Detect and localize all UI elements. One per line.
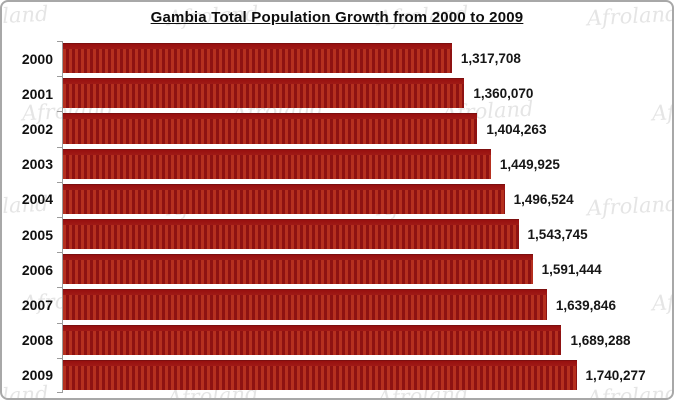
chart-row: 2003 1,449,925 — [2, 146, 670, 182]
population-bar — [63, 148, 491, 179]
bar-chart: 2000 1,317,708 2001 1,360,070 2002 1,404,263 2… — [2, 41, 670, 394]
chart-row: 2004 1,496,524 — [2, 181, 670, 218]
chart-row: 2001 1,360,070 — [2, 76, 670, 112]
bar-track: 1,317,708 — [57, 41, 670, 77]
value-label: 1,317,708 — [460, 51, 521, 67]
population-bar — [63, 43, 452, 74]
value-label: 1,740,277 — [585, 367, 646, 383]
year-label: 2001 — [21, 85, 53, 102]
bar-track: 1,543,745 — [57, 217, 670, 253]
chart-row: 2007 1,639,846 — [2, 287, 670, 323]
year-label: 2008 — [21, 332, 53, 349]
year-label: 2003 — [21, 156, 53, 173]
population-bar — [63, 289, 547, 320]
value-label: 1,360,070 — [473, 86, 534, 102]
value-label: 1,449,925 — [499, 156, 560, 172]
bar-track: 1,591,444 — [57, 252, 670, 288]
year-label: 2000 — [21, 50, 53, 67]
value-label: 1,496,524 — [513, 191, 574, 207]
year-label: 2004 — [21, 191, 53, 208]
bar-track: 1,639,846 — [57, 287, 670, 323]
year-label: 2007 — [21, 297, 53, 314]
chart-row: 2008 1,689,288 — [2, 322, 670, 358]
bar-track: 1,496,524 — [57, 181, 670, 218]
population-bar — [63, 113, 478, 144]
bar-track: 1,740,277 — [57, 357, 670, 394]
population-bar — [63, 359, 577, 391]
year-label: 2002 — [21, 121, 53, 137]
population-bar — [63, 254, 533, 285]
chart-row: 2006 1,591,444 — [2, 252, 670, 288]
year-label: 2009 — [21, 367, 53, 384]
population-bar — [63, 219, 519, 250]
bar-track: 1,689,288 — [57, 322, 670, 358]
bar-track: 1,449,925 — [57, 146, 670, 182]
bar-track: 1,360,070 — [57, 76, 670, 112]
value-label: 1,543,745 — [527, 227, 588, 243]
value-label: 1,689,288 — [570, 332, 631, 348]
value-label: 1,404,263 — [486, 121, 547, 137]
year-label: 2006 — [21, 261, 53, 278]
population-bar — [63, 324, 562, 355]
chart-row: 2002 1,404,263 — [2, 111, 670, 147]
population-bar — [63, 183, 505, 215]
bar-track: 1,404,263 — [57, 111, 670, 147]
year-label: 2005 — [21, 226, 53, 243]
chart-row: 2005 1,543,745 — [2, 217, 670, 253]
value-label: 1,591,444 — [541, 262, 602, 278]
chart-title: Gambia Total Population Growth from 2000… — [150, 9, 524, 26]
value-label: 1,639,846 — [555, 297, 616, 313]
chart-row: 2000 1,317,708 — [2, 41, 670, 77]
chart-row: 2009 1,740,277 — [2, 357, 670, 394]
population-bar — [63, 78, 465, 109]
